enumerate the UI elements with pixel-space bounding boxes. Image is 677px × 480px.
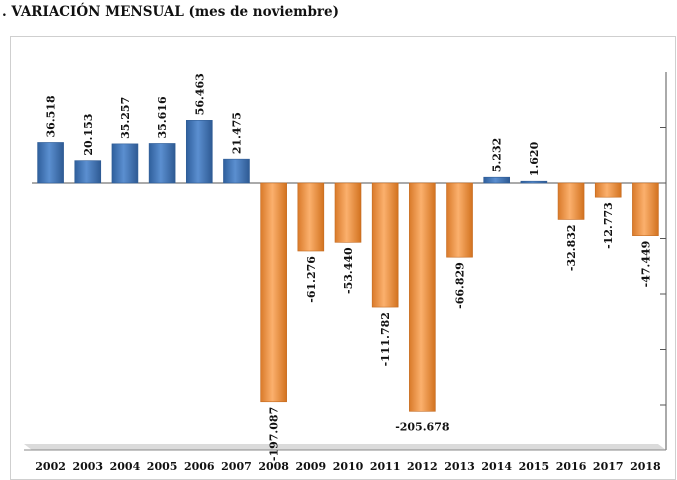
- x-tick-2016: 2016: [556, 460, 587, 473]
- data-label-2007: 21.475: [230, 112, 243, 154]
- bar-2013: [446, 182, 473, 258]
- x-tick-2003: 2003: [72, 460, 103, 473]
- data-label-2008: -197.087: [268, 407, 281, 461]
- x-tick-2014: 2014: [481, 460, 512, 473]
- bar-2015: [520, 180, 548, 184]
- bar-2010: [334, 182, 362, 243]
- data-label-2009: -61.276: [305, 256, 318, 303]
- x-tick-2012: 2012: [407, 460, 438, 473]
- bar-2006: [185, 120, 213, 184]
- bar-2018: [632, 182, 659, 236]
- x-tick-2005: 2005: [147, 460, 178, 473]
- data-label-2014: 5.232: [491, 138, 504, 172]
- data-label-2012: -205.678: [395, 420, 450, 433]
- data-label-2018: -47.449: [639, 241, 652, 288]
- chart-floor: [24, 444, 666, 450]
- bar-2003: [74, 160, 102, 184]
- data-label-2016: -32.832: [565, 224, 578, 271]
- data-label-2017: -12.773: [602, 202, 615, 249]
- x-tick-2010: 2010: [333, 460, 364, 473]
- x-tick-2002: 2002: [35, 460, 66, 473]
- x-tick-2009: 2009: [296, 460, 327, 473]
- bar-2012: [409, 182, 436, 412]
- data-label-2002: 36.518: [45, 95, 58, 137]
- data-label-2005: 35.616: [156, 96, 169, 138]
- data-label-2003: 20.153: [82, 114, 95, 156]
- data-label-2006: 56.463: [193, 73, 206, 115]
- data-label-2013: -66.829: [454, 262, 467, 309]
- data-label-2004: 35.257: [119, 97, 132, 139]
- bar-2002: [37, 142, 64, 184]
- bar-2014: [483, 176, 511, 184]
- x-tick-2018: 2018: [630, 460, 661, 473]
- data-label-2010: -53.440: [342, 247, 355, 294]
- bar-2009: [297, 182, 325, 252]
- chart-title: . VARIACIÓN MENSUAL (mes de noviembre): [2, 4, 339, 20]
- x-tick-2013: 2013: [444, 460, 475, 473]
- bar-2007: [223, 158, 250, 184]
- bar-2004: [111, 143, 139, 184]
- bar-2005: [148, 143, 176, 184]
- x-tick-2004: 2004: [110, 460, 141, 473]
- x-tick-2017: 2017: [593, 460, 624, 473]
- x-tick-2006: 2006: [184, 460, 215, 473]
- bar-2008: [260, 182, 287, 403]
- chart-frame: [10, 36, 676, 480]
- bar-2017: [594, 182, 622, 198]
- x-tick-2008: 2008: [258, 460, 289, 473]
- data-label-2011: -111.782: [379, 312, 392, 366]
- x-tick-2007: 2007: [221, 460, 252, 473]
- bar-2016: [557, 182, 585, 220]
- data-label-2015: 1.620: [528, 141, 541, 176]
- x-tick-2015: 2015: [519, 460, 550, 473]
- x-tick-2011: 2011: [370, 460, 401, 473]
- bar-2011: [371, 182, 399, 308]
